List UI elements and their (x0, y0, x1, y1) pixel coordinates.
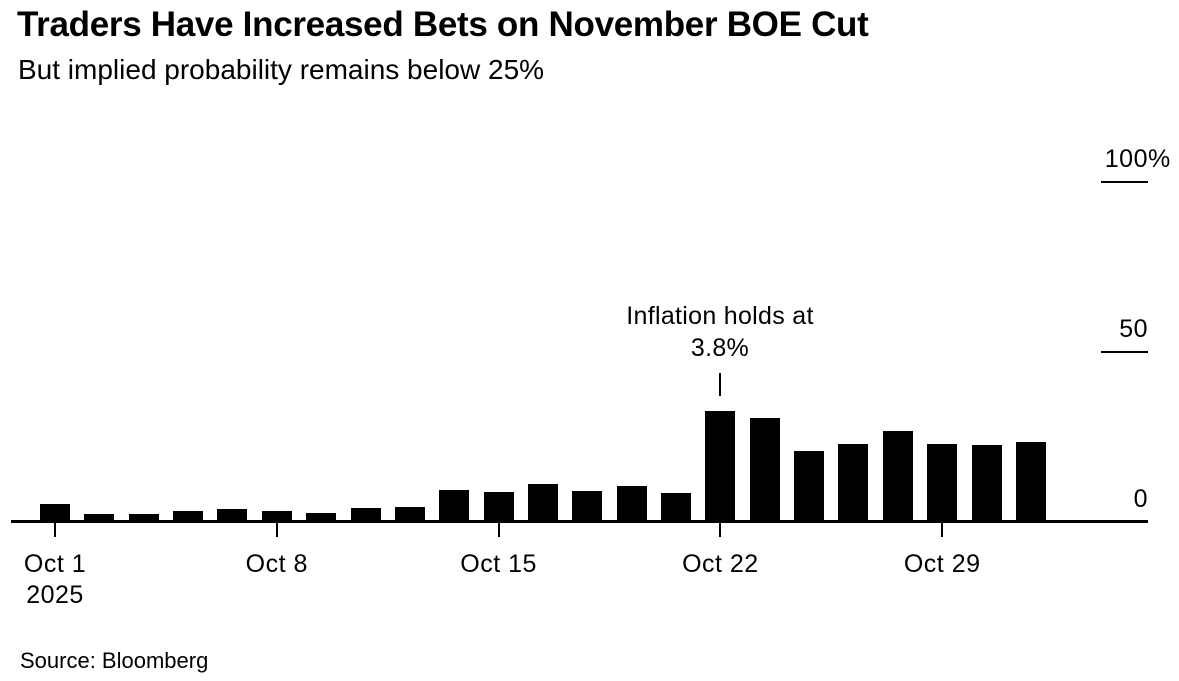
bar-oct-1 (40, 504, 70, 521)
bar-oct-21 (661, 493, 692, 521)
y-tick-label-text: 100 (1104, 145, 1148, 173)
chart-subtitle: But implied probability remains below 25… (18, 54, 545, 85)
bar-oct-10 (350, 508, 381, 521)
x-tick-mark (941, 523, 944, 537)
source-note: Source: Bloomberg (20, 648, 209, 673)
annotation-text: Inflation holds at 3.8% (520, 300, 920, 364)
bar-oct-24 (794, 451, 825, 521)
y-tick-label-text: 0 (1133, 485, 1148, 513)
bar-oct-30 (971, 445, 1002, 521)
y-axis-unit: % (1148, 145, 1171, 173)
x-tick-label: Oct 15 (429, 549, 569, 580)
x-tick-label: Oct 1 2025 (0, 549, 125, 611)
bar-oct-3 (128, 514, 159, 521)
annotation-line-1: Inflation holds at (626, 302, 814, 330)
y-tick-label: 0 (1134, 486, 1148, 512)
x-tick-mark (275, 523, 278, 537)
x-tick-label-text: Oct 22 (682, 550, 759, 578)
x-tick-label-text: Oct 8 (245, 550, 308, 578)
bar-oct-17 (572, 491, 603, 521)
y-tick-mark (1101, 181, 1148, 183)
bar-oct-8 (261, 511, 292, 521)
x-tick-label: Oct 22 (650, 549, 790, 580)
y-tick-label-text: 50 (1119, 315, 1148, 343)
bar-oct-14 (439, 490, 470, 521)
x-tick-label: Oct 29 (872, 549, 1012, 580)
bar-oct-16 (527, 484, 558, 521)
x-tick-label-text: Oct 1 (23, 550, 87, 578)
y-tick-label: 50 (1119, 316, 1148, 342)
y-tick-label: 100% (1104, 145, 1170, 173)
bar-oct-27 (838, 444, 869, 521)
x-tick-mark (54, 523, 56, 537)
bar-oct-13 (394, 507, 425, 521)
bar-oct-28 (882, 431, 913, 521)
y-tick-mark (1101, 351, 1148, 353)
bar-oct-9 (306, 513, 337, 521)
x-tick-mark (719, 523, 722, 537)
x-tick-label-text: Oct 29 (903, 550, 981, 578)
annotation-pointer-line (719, 373, 721, 396)
x-tick-label: Oct 8 (207, 549, 347, 580)
x-axis-line (11, 520, 1148, 523)
bar-oct-6 (173, 511, 204, 521)
bar-oct-20 (616, 486, 647, 521)
x-tick-mark (497, 523, 500, 537)
bar-oct-2 (84, 514, 115, 521)
bar-oct-22 (705, 411, 736, 521)
chart-title: Traders Have Increased Bets on November … (17, 5, 869, 44)
bar-oct-31 (1015, 442, 1046, 521)
bar-oct-23 (749, 418, 780, 521)
bar-oct-15 (483, 492, 514, 521)
bar-oct-29 (927, 444, 958, 521)
x-tick-label-text: Oct 15 (460, 550, 537, 578)
annotation-line-2: 3.8% (690, 334, 750, 362)
bar-oct-7 (217, 509, 248, 521)
x-tick-sublabel-text: 2025 (26, 581, 84, 609)
